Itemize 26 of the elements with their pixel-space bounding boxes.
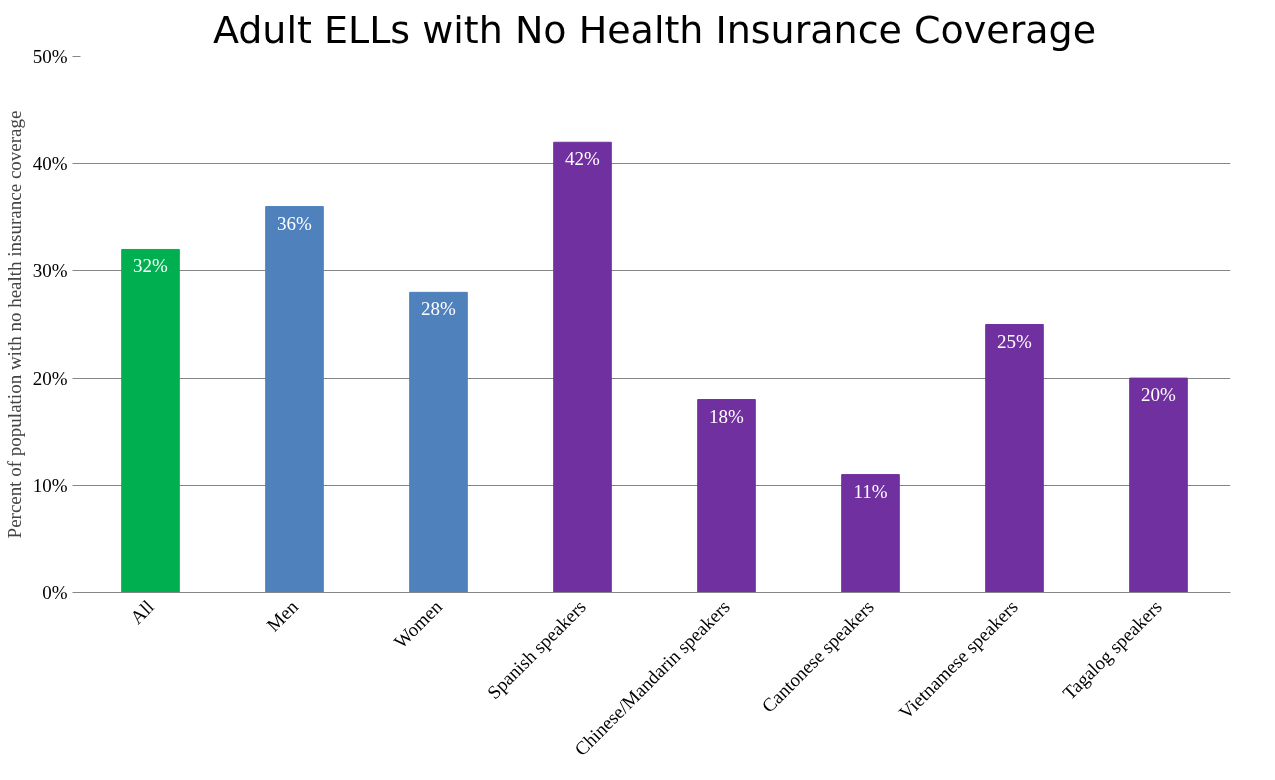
- bar: [553, 141, 612, 593]
- bar: [265, 206, 324, 593]
- x-tick-label: All: [125, 596, 158, 629]
- data-label: 18%: [709, 405, 745, 427]
- y-tick-label: 0%: [42, 582, 68, 603]
- x-tick-label: Men: [262, 595, 303, 636]
- bar: [121, 248, 180, 593]
- y-tick-label: 30%: [32, 260, 68, 282]
- data-label: 20%: [1141, 384, 1177, 406]
- data-label: 11%: [853, 480, 888, 502]
- y-tick-label: 10%: [32, 474, 68, 496]
- bar: [1129, 377, 1188, 593]
- data-label: 42%: [565, 148, 601, 170]
- data-label: 32%: [133, 255, 169, 277]
- data-label: 28%: [421, 298, 457, 320]
- bar: [697, 399, 756, 593]
- y-tick-label: 40%: [32, 153, 68, 175]
- y-tick-label: 50%: [32, 46, 68, 67]
- chart-title: Adult ELLs with No Health Insurance Coverage: [212, 7, 1097, 52]
- bar: [985, 324, 1044, 593]
- y-axis-title: Percent of population with no health insurance coverage: [3, 110, 25, 539]
- data-label: 36%: [277, 212, 313, 234]
- y-tick-label: 20%: [32, 367, 68, 389]
- bar: [841, 474, 900, 593]
- bar: [409, 291, 468, 593]
- data-label: 25%: [997, 330, 1033, 352]
